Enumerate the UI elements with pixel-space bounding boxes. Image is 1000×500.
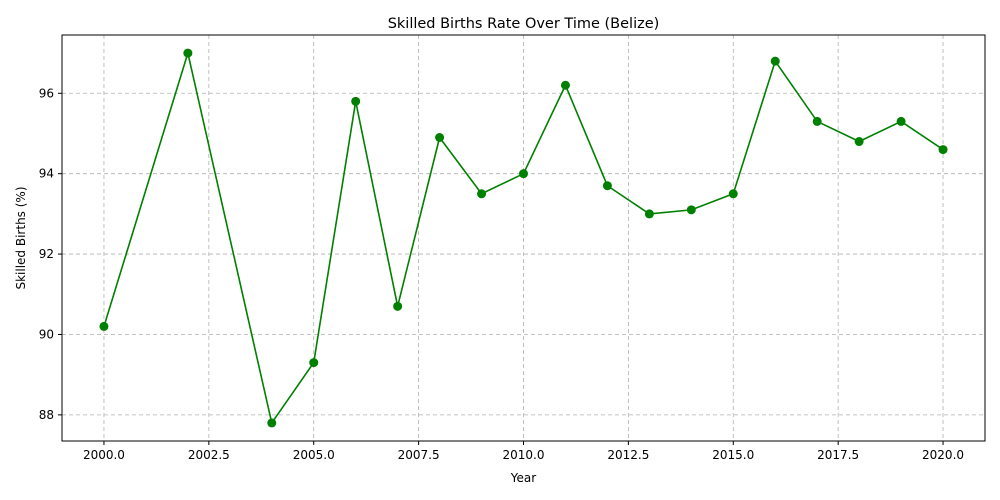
data-point bbox=[644, 209, 654, 219]
data-point bbox=[770, 56, 780, 66]
grid bbox=[62, 35, 985, 441]
data-point bbox=[393, 301, 403, 311]
x-tick-label: 2017.5 bbox=[817, 448, 859, 462]
data-point bbox=[309, 358, 319, 368]
data-point bbox=[267, 418, 277, 428]
data-point bbox=[812, 116, 822, 126]
data-point bbox=[183, 48, 193, 58]
x-tick-label: 2010.0 bbox=[503, 448, 545, 462]
y-tick-label: 88 bbox=[39, 408, 54, 422]
series-layer bbox=[99, 48, 948, 428]
y-tick-label: 90 bbox=[39, 327, 54, 341]
data-point bbox=[602, 181, 612, 191]
x-tick-label: 2015.0 bbox=[712, 448, 754, 462]
x-axis-label: Year bbox=[510, 471, 536, 485]
data-point bbox=[728, 189, 738, 199]
x-tick-label: 2007.5 bbox=[398, 448, 440, 462]
chart-title: Skilled Births Rate Over Time (Belize) bbox=[388, 16, 660, 32]
y-axis-label: Skilled Births (%) bbox=[14, 186, 28, 289]
data-point bbox=[351, 96, 361, 106]
data-point bbox=[686, 205, 696, 215]
x-tick-label: 2000.0 bbox=[83, 448, 125, 462]
data-point bbox=[938, 145, 948, 155]
data-point bbox=[519, 169, 528, 179]
y-tick-label: 92 bbox=[39, 247, 54, 261]
data-point bbox=[99, 321, 109, 331]
data-point bbox=[896, 116, 906, 126]
data-point bbox=[435, 133, 445, 143]
y-tick-label: 96 bbox=[39, 86, 54, 100]
x-tick-label: 2002.5 bbox=[188, 448, 230, 462]
data-point bbox=[477, 189, 487, 199]
x-tick-label: 2005.0 bbox=[293, 448, 335, 462]
x-tick-label: 2020.0 bbox=[922, 448, 964, 462]
data-point bbox=[560, 80, 570, 90]
y-tick-label: 94 bbox=[39, 167, 54, 181]
data-point bbox=[854, 137, 864, 147]
x-tick-label: 2012.5 bbox=[607, 448, 649, 462]
ticks: 2000.0 2002.5 2005.0 2007.5 2010.0 2012.5 2015… bbox=[39, 86, 964, 462]
